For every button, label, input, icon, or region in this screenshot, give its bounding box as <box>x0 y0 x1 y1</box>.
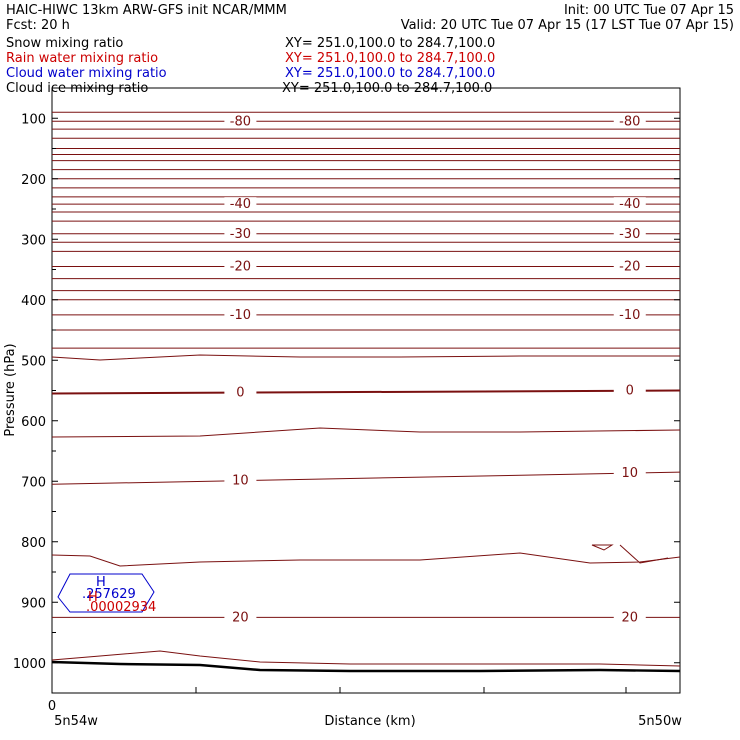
field-snow-xy: XY= 251.0,100.0 to 284.7,100.0 <box>285 36 495 51</box>
cloud-water-max-value: .257629 <box>82 587 136 602</box>
isotherm-group: -80 -80 -40 -40 -30 -30 -20 -20 -10 -10 0 0 10 10 20 20 <box>51 114 681 625</box>
y-tick-label-900: 900 <box>21 596 46 611</box>
isotherm-label-20-left: 20 <box>232 610 249 625</box>
isotherm-label-bg <box>613 197 646 212</box>
x-axis-label: Distance (km) <box>324 714 415 729</box>
y-tick-label-400: 400 <box>21 294 46 309</box>
isotherm-label--80-left: -80 <box>230 114 251 129</box>
y-axis-label: Pressure (hPa) <box>3 343 18 436</box>
header-line1-left: HAIC-HIWC 13km ARW-GFS init NCAR/MMM <box>6 3 287 18</box>
isotherm-label--30-left: -30 <box>230 227 251 242</box>
isotherm-label-bg <box>613 259 646 274</box>
field-snow-name: Snow mixing ratio <box>6 36 123 51</box>
cloud-water-contour <box>57 573 155 613</box>
isotherm-label-bg <box>224 114 257 129</box>
isotherm-label--20-right: -20 <box>619 259 640 274</box>
isotherm-label--10-left: -10 <box>230 308 251 323</box>
isotherm-label-10-left: 10 <box>232 474 249 489</box>
isotherm-line-10 <box>51 471 681 485</box>
isotherm-label--20-left: -20 <box>230 259 251 274</box>
header-line2-left: Fcst: 20 h <box>6 18 70 33</box>
isotherm-label-bg <box>224 473 257 488</box>
isotherm-label-bg <box>613 114 646 129</box>
small-feature <box>591 544 669 564</box>
isotherm-label-0-left: 0 <box>236 386 244 401</box>
isotherm-label--40-left: -40 <box>230 197 251 212</box>
field-cloud-water-name: Cloud water mixing ratio <box>6 66 167 81</box>
isotherm-label--30-right: -30 <box>619 227 640 242</box>
background-isotherms <box>52 111 680 349</box>
y-tick-label-300: 300 <box>21 233 46 248</box>
isotherm-label--80-right: -80 <box>619 114 640 129</box>
isotherm-label-bg <box>224 197 257 212</box>
isotherm-5 <box>51 427 681 438</box>
x-end-label-right: 5n50w <box>638 714 682 729</box>
header-line1-right: Init: 00 UTC Tue 07 Apr 15 <box>564 3 734 18</box>
isotherm-minus5 <box>51 354 680 361</box>
x-axis <box>195 687 627 693</box>
isotherm-label-bg <box>613 383 646 398</box>
isotherm-label--40-right: -40 <box>619 197 640 212</box>
field-rain-name: Rain water mixing ratio <box>6 51 158 66</box>
isotherm-label-20-right: 20 <box>621 610 638 625</box>
field-cloud-water-xy: XY= 251.0,100.0 to 284.7,100.0 <box>285 66 495 81</box>
y-tick-label-200: 200 <box>21 173 46 188</box>
isotherm-label-bg <box>224 307 257 322</box>
isotherm-label-bg <box>613 466 646 481</box>
x-tick-label-0: 0 <box>48 699 56 714</box>
isotherm-line-0 <box>51 389 681 395</box>
header-line2-right: Valid: 20 UTC Tue 07 Apr 15 (17 LST Tue … <box>401 18 734 33</box>
isotherm-label-bg <box>224 259 257 274</box>
near-surface-isotherm <box>51 650 681 667</box>
y-tick-label-600: 600 <box>21 415 46 430</box>
y-tick-label-500: 500 <box>21 354 46 369</box>
isotherm-label-bg <box>613 307 646 322</box>
isotherm-label--10-right: -10 <box>619 308 640 323</box>
field-rain-xy: XY= 251.0,100.0 to 284.7,100.0 <box>285 51 495 66</box>
rain-water-max-value: .00002934 <box>86 600 156 615</box>
isotherm-label-bg <box>224 226 257 241</box>
y-tick-label-100: 100 <box>21 112 46 127</box>
y-tick-label-800: 800 <box>21 536 46 551</box>
y-tick-label-700: 700 <box>21 475 46 490</box>
isotherm-15 <box>51 552 681 567</box>
cloud-water-max-marker: H <box>96 575 106 590</box>
surface-line <box>51 660 681 673</box>
x-end-label-left: 5n54w <box>54 714 98 729</box>
isotherm-label-bg <box>224 385 257 400</box>
isotherm-label-bg <box>224 610 257 625</box>
y-tick-label-1000: 1000 <box>13 657 46 672</box>
isotherm-label-0-right: 0 <box>626 384 634 399</box>
isotherm-label-bg <box>613 226 646 241</box>
rain-water-max-marker: H <box>88 590 98 605</box>
isotherm-label-10-right: 10 <box>621 466 638 481</box>
isotherm-label-bg <box>613 610 646 625</box>
